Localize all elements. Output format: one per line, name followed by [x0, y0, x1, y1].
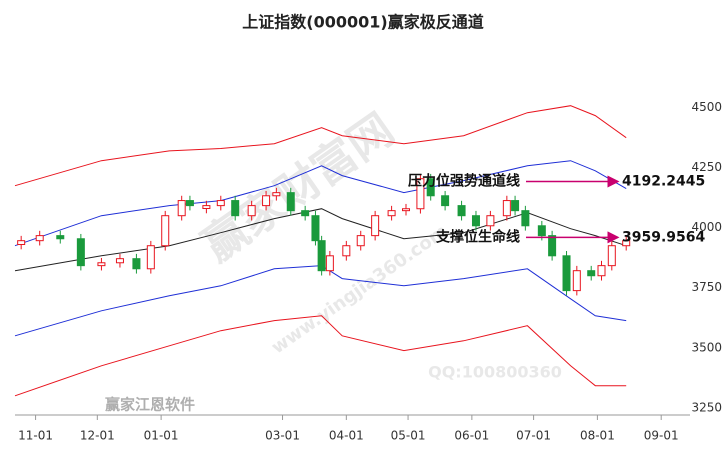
candle-body	[247, 205, 256, 217]
annotation-text: 压力位强势通道线	[408, 173, 520, 190]
annotation-value: 4192.2445	[622, 174, 705, 190]
candle-body	[272, 192, 281, 197]
candle-body	[325, 255, 334, 272]
candle-body	[457, 205, 466, 217]
x-tick-label: 08-01	[580, 429, 615, 443]
candle-body	[387, 210, 396, 217]
x-tick-label: 12-01	[80, 429, 115, 443]
candle-body	[286, 192, 295, 212]
candle-body	[371, 215, 380, 237]
channel-line	[14, 208, 627, 272]
candle-body	[441, 195, 450, 207]
candle-body	[356, 235, 365, 247]
candle-body	[572, 270, 581, 292]
candle-body	[622, 240, 631, 247]
channel-line	[14, 265, 627, 337]
candle-body	[521, 210, 530, 227]
x-tick-label: 07-01	[516, 429, 551, 443]
chart-title: 上证指数(000001)赢家极反通道	[242, 13, 483, 32]
x-tick-label: 06-01	[454, 429, 489, 443]
y-tick-label: 4000	[691, 220, 722, 234]
candle-body	[607, 245, 616, 267]
candle-body	[587, 270, 596, 277]
candle-body	[262, 195, 271, 207]
channel-line	[14, 105, 627, 187]
watermark: QQ:100800360	[428, 363, 562, 382]
annotation-value: 3959.9564	[622, 229, 706, 245]
candle-body	[317, 240, 326, 272]
candle-body	[35, 235, 44, 242]
x-tick-label: 01-01	[144, 429, 179, 443]
candle-body	[97, 262, 106, 267]
candle-body	[76, 238, 85, 267]
y-tick-label: 4250	[691, 160, 722, 174]
watermark: 赢家财富网	[194, 104, 403, 272]
x-tick-label: 04-01	[329, 429, 364, 443]
candle-body	[202, 205, 211, 209]
candle-body	[537, 225, 546, 237]
candle-body	[502, 200, 511, 217]
candle-body	[548, 235, 557, 257]
candle-body	[511, 200, 520, 212]
x-tick-label: 03-01	[265, 429, 300, 443]
candle-body	[177, 200, 186, 217]
x-tick-label: 09-01	[644, 429, 679, 443]
candle-body	[185, 200, 194, 207]
candle-body	[486, 215, 495, 227]
candle-body	[56, 235, 65, 240]
candle-body	[132, 258, 141, 270]
candle-body	[311, 215, 320, 242]
candle-body	[161, 215, 170, 247]
channel-line	[14, 315, 627, 397]
y-tick-label: 4500	[691, 100, 722, 114]
candle-body	[416, 178, 425, 210]
candle-body	[597, 265, 606, 277]
x-tick-label: 11-01	[18, 429, 53, 443]
x-tick-label: 05-01	[391, 429, 426, 443]
candle-body	[471, 215, 480, 227]
candle-body	[17, 240, 26, 246]
watermark: 赢家江恩软件	[105, 396, 195, 414]
candle-body	[115, 258, 124, 264]
candle-body	[342, 245, 351, 257]
y-tick-label: 3750	[691, 280, 722, 294]
candle-body	[426, 178, 435, 197]
channel-line	[14, 160, 627, 247]
candle-body	[231, 200, 240, 217]
candle-body	[402, 208, 411, 212]
candle-body	[216, 200, 225, 207]
annotation-text: 支撑位生命线	[435, 228, 520, 245]
y-tick-label: 3250	[691, 400, 722, 414]
candle-body	[562, 255, 571, 292]
y-tick-label: 3500	[691, 340, 722, 354]
candle-body	[146, 245, 155, 270]
candle-body	[301, 210, 310, 217]
